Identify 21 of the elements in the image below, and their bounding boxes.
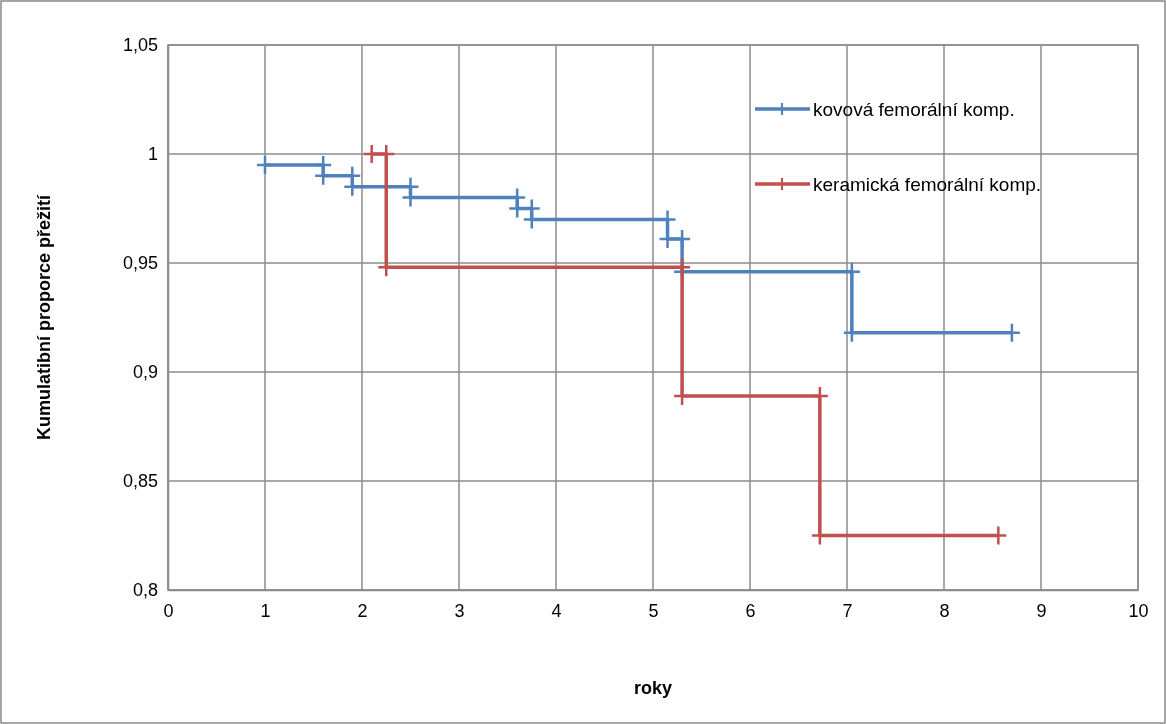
x-tick-label: 7 (842, 600, 853, 621)
legend-label: keramická femorální komp. (813, 174, 1042, 195)
y-tick-label: 0,9 (132, 362, 158, 383)
y-tick-label: 0,8 (132, 580, 158, 601)
x-tick-label: 5 (648, 600, 659, 621)
x-axis-title: roky (633, 678, 673, 698)
legend-label: kovová femorální komp. (813, 99, 1015, 120)
x-tick-label: 3 (454, 600, 465, 621)
x-tick-label: 8 (939, 600, 950, 621)
y-tick-label: 0,85 (122, 471, 158, 492)
y-tick-label: 0,95 (122, 253, 158, 274)
y-axis-title: Kumulatibní proporce přežití (34, 194, 54, 441)
x-tick-label: 1 (260, 600, 271, 621)
x-tick-label: 4 (551, 600, 562, 621)
y-tick-label: 1,05 (122, 35, 158, 56)
y-tick-label: 1 (147, 144, 158, 165)
x-tick-label: 2 (357, 600, 368, 621)
x-tick-label: 0 (163, 600, 174, 621)
x-tick-label: 10 (1128, 600, 1149, 621)
x-tick-label: 9 (1036, 600, 1047, 621)
x-tick-label: 6 (745, 600, 756, 621)
